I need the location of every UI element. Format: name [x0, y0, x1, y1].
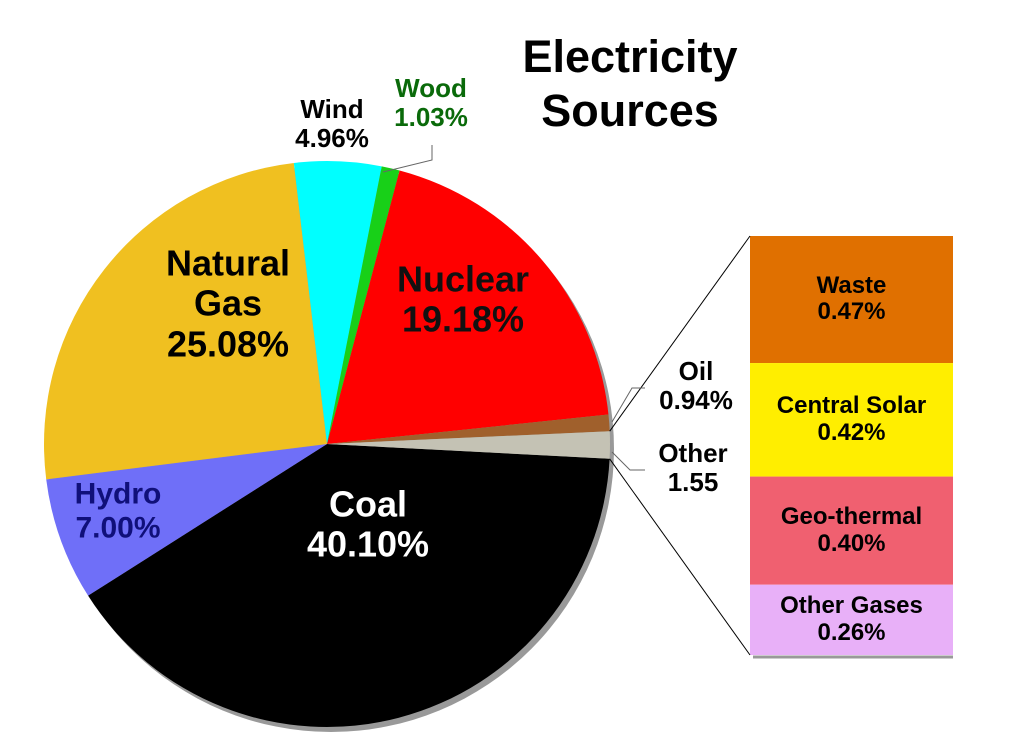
slice-label: Hydro 7.00% [75, 477, 162, 544]
slice-label-text: Coal [328, 483, 408, 525]
pie-slice [88, 444, 610, 727]
slice-label-text: Wind [300, 93, 364, 124]
slice-label: Wood 1.03% [394, 72, 468, 132]
pie-slice [327, 170, 609, 444]
slice-label-text: 4.96% [295, 123, 369, 153]
pie-slice [327, 166, 400, 444]
pie-slice [327, 414, 610, 444]
slice-label: Natural Gas 25.08% [148, 242, 308, 365]
slice-label-text: Oil [678, 355, 714, 386]
slice-label-text: 19.18% [401, 299, 525, 340]
breakout-label: Geo-thermal 0.40% [750, 502, 953, 558]
slice-label-text: 1.55 [667, 467, 719, 497]
connector [609, 235, 751, 432]
slice-label-text: 1.03% [394, 102, 468, 132]
slice-label-text: Hydro [74, 477, 162, 511]
slice-label: Nuclear 19.18% [396, 258, 530, 341]
chart-title: Electricity Sources [522, 31, 738, 136]
pie-slice [46, 444, 327, 596]
slice-label-text: Natural Gas [165, 242, 291, 324]
connector [609, 458, 751, 656]
pie-slice [44, 162, 327, 480]
slice-label-text: Wood [395, 72, 467, 103]
breakout-label-text: Other Gases [780, 591, 923, 619]
breakout-segment [750, 584, 953, 655]
slice-label: Coal 40.10% [306, 483, 430, 566]
breakout-label: Waste 0.47% [750, 271, 953, 327]
slice-label-text: 25.08% [166, 323, 290, 365]
breakout-segment [750, 476, 953, 585]
breakout-label-text: 0.26% [817, 618, 886, 646]
slice-label-text: Nuclear [396, 258, 530, 300]
slice-label-text: 40.10% [306, 524, 430, 565]
breakout-label-text: 0.42% [817, 418, 886, 446]
slice-label-text: Other [658, 437, 728, 468]
pie-slice [293, 161, 382, 444]
slice-label: Oil 0.94% [659, 355, 733, 415]
breakout-label-text: 0.47% [817, 298, 886, 326]
breakout-label: Central Solar 0.42% [750, 391, 953, 447]
leader-line [611, 387, 645, 423]
breakout-label-text: Geo-thermal [780, 502, 923, 530]
breakout-label: Other Gases 0.26% [750, 591, 953, 647]
leader-line [382, 145, 433, 173]
breakout-label-text: 0.40% [817, 529, 886, 557]
slice-label-text: 0.94% [659, 385, 733, 415]
breakout-segment [750, 236, 953, 364]
pie-slice [327, 431, 611, 459]
breakout-segment [750, 363, 953, 477]
leader-line [611, 451, 645, 471]
breakout-label-text: Central Solar [776, 391, 927, 419]
slice-label: Other 1.55 [658, 437, 728, 497]
slice-label: Wind 4.96% [295, 93, 369, 153]
slice-label-text: 7.00% [75, 511, 161, 544]
breakout-label-text: Waste [816, 271, 887, 299]
